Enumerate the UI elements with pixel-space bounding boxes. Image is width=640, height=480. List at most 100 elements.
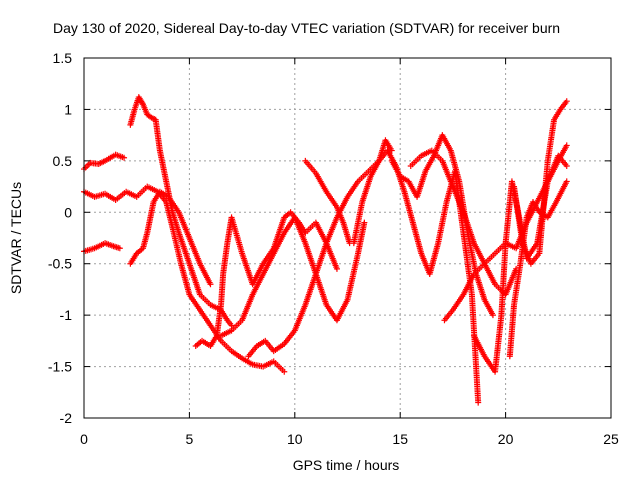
data-point-track-15 [523, 216, 530, 223]
data-point-track-10 [400, 187, 407, 193]
data-point-track-2 [131, 193, 138, 199]
data-point-track-8 [387, 145, 394, 152]
data-point-track-12 [437, 156, 444, 163]
data-point-track-5 [132, 252, 139, 259]
data-point-track-7 [226, 328, 233, 335]
data-point-track-16 [562, 99, 569, 106]
plot-frame [83, 57, 612, 419]
data-point-track-8 [343, 195, 350, 202]
x-tick-label: 15 [392, 431, 408, 447]
data-point-track-3 [115, 244, 122, 251]
data-point-track-16 [519, 238, 526, 245]
data-point-track-12 [449, 181, 456, 188]
data-point-track-2 [247, 360, 254, 367]
data-point-track-8 [322, 241, 329, 248]
data-point-track-16 [550, 118, 557, 125]
data-point-track-11 [421, 169, 428, 176]
data-point-track-11 [480, 295, 487, 301]
y-tick-label: 1 [64, 101, 72, 117]
x-tick-labels: 0 5 10 15 20 25 [80, 431, 619, 447]
data-point-track-5 [163, 192, 170, 199]
axis-ticks [83, 57, 612, 419]
data-point-track-9 [339, 217, 346, 224]
x-tick-label: 0 [80, 431, 88, 447]
data-point-track-7 [280, 231, 287, 238]
data-point-track-6 [280, 216, 287, 223]
data-point-track-1 [100, 158, 107, 165]
data-point-track-6 [333, 264, 340, 271]
data-point-track-13 [448, 308, 455, 315]
data-point-track-9 [346, 238, 353, 245]
data-point-track-2 [142, 185, 149, 192]
data-point-track-11 [403, 177, 410, 184]
y-tick-label: -1 [60, 307, 73, 323]
x-tick-label: 25 [603, 431, 619, 447]
data-point-track-7 [248, 293, 255, 300]
data-point-track-15 [562, 180, 569, 187]
data-point-track-7 [343, 298, 350, 305]
x-tick-label: 10 [287, 431, 303, 447]
data-point-track-9 [332, 202, 339, 209]
data-point-track-13 [490, 252, 497, 259]
data-point-track-7 [269, 252, 276, 259]
data-point-track-4 [160, 166, 167, 173]
data-point-track-12 [416, 154, 423, 161]
data-point-track-4 [139, 99, 146, 106]
data-point-track-12 [459, 207, 466, 214]
data-point-track-5 [150, 200, 157, 207]
data-point-track-1 [119, 154, 126, 161]
data-point-track-2 [161, 197, 168, 204]
data-point-track-6 [238, 248, 245, 255]
data-point-track-10 [367, 175, 374, 181]
data-point-track-11 [429, 154, 436, 161]
data-point-track-5 [174, 207, 181, 214]
data-point-track-13 [470, 272, 477, 279]
data-point-track-5 [196, 259, 203, 265]
data-point-track-13 [459, 293, 466, 300]
data-point-track-8 [252, 344, 259, 351]
y-tick-labels: -2 -1.5 -1 -0.5 0 0.5 1 1.5 [48, 50, 72, 426]
data-point-track-13 [479, 262, 486, 269]
data-point-track-10 [475, 397, 482, 404]
data-point-track-3 [108, 242, 115, 249]
data-point-track-7 [322, 300, 329, 307]
data-point-track-2 [279, 367, 286, 373]
data-point-track-7 [354, 252, 361, 259]
data-point-track-10 [434, 241, 441, 248]
data-point-track-11 [489, 310, 496, 317]
data-point-track-4 [131, 108, 138, 115]
data-points [81, 94, 570, 406]
data-point-track-10 [375, 159, 382, 166]
data-point-track-7 [237, 319, 244, 325]
data-point-track-6 [259, 262, 266, 269]
data-point-track-8 [363, 169, 370, 176]
data-point-track-8 [279, 342, 286, 349]
data-point-track-2 [185, 289, 192, 296]
data-point-track-11 [446, 145, 453, 152]
data-point-track-9 [311, 168, 318, 175]
data-point-track-2 [226, 346, 233, 353]
data-point-track-4 [169, 207, 176, 214]
data-point-track-8 [301, 303, 308, 310]
data-point-track-8 [312, 272, 319, 279]
data-point-track-1 [85, 161, 92, 168]
data-point-track-4 [175, 228, 182, 235]
data-point-track-10 [417, 248, 424, 255]
data-point-track-6 [205, 341, 212, 348]
data-point-track-2 [216, 336, 223, 343]
data-point-track-5 [185, 233, 192, 240]
data-point-track-14 [562, 161, 569, 168]
data-point-track-10 [443, 200, 450, 207]
data-point-track-12 [427, 148, 434, 155]
data-point-track-4 [196, 289, 203, 296]
data-point-track-7 [301, 238, 308, 245]
data-point-track-11 [396, 171, 403, 178]
data-point-track-11 [455, 176, 462, 183]
data-point-track-2 [195, 305, 202, 312]
y-tick-label: -0.5 [48, 256, 72, 272]
data-point-track-4 [185, 259, 192, 265]
chart-title: Day 130 of 2020, Sidereal Day-to-day VTE… [53, 20, 560, 36]
data-point-track-13 [562, 144, 569, 151]
data-point-track-7 [259, 272, 266, 279]
